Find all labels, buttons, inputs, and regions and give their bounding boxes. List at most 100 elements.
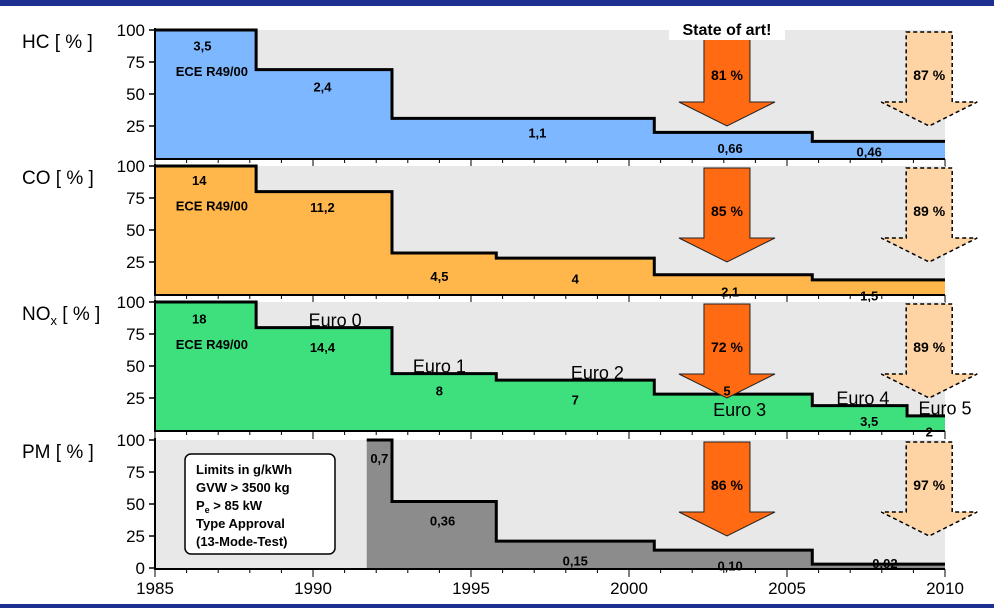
reduction-percent-label: 85 % [711, 203, 743, 219]
y-tick-label-co: 50 [126, 221, 145, 240]
legend-box-line: Limits in g/kWh [196, 462, 292, 477]
reduction-arrow-pm [880, 441, 978, 537]
legend-box-line: GVW > 3500 kg [196, 480, 290, 495]
limit-value-label: 14 [192, 173, 207, 188]
legend-p: P [196, 498, 205, 513]
limit-value-label: ECE R49/00 [176, 337, 248, 352]
y-tick-label-pm: 0 [136, 559, 145, 578]
y-tick-label-pm: 50 [126, 495, 145, 514]
step-area-nox [155, 302, 945, 430]
limit-value-label: 2,4 [313, 79, 332, 94]
x-tick-label: 2005 [768, 579, 806, 598]
reduction-percent-label: 89 % [913, 339, 945, 355]
y-tick-label-hc: 75 [126, 53, 145, 72]
limit-value-label: 11,2 [310, 200, 335, 215]
bottom-border-line [0, 604, 994, 608]
limit-value-label: 0,15 [563, 553, 588, 568]
panel-label-main: HC [22, 32, 49, 53]
step-outline-co [155, 164, 945, 282]
panel-label-main: PM [22, 442, 51, 463]
y-tick-label-nox: 50 [126, 357, 145, 376]
step-area-pm [366, 440, 946, 568]
legend-rest: > 85 kW [210, 498, 263, 513]
limit-value-label: 3,5 [860, 414, 878, 429]
panel-label-unit: [ % ] [51, 442, 94, 463]
y-tick-label-nox: 100 [117, 293, 145, 312]
step-outline-hc [155, 28, 945, 143]
y-tick-label-pm: 100 [117, 431, 145, 450]
legend-box-line: (13-Mode-Test) [196, 534, 287, 549]
reduction-arrow-nox [880, 303, 978, 399]
limit-value-label: ECE R49/00 [176, 199, 248, 214]
panel-label-unit: [ % ] [49, 32, 92, 53]
limit-value-label: 3,5 [193, 38, 211, 53]
limit-value-label: 0,7 [370, 451, 388, 466]
limit-value-label: 5 [723, 383, 730, 398]
euro-stage-label: Euro 5 [918, 399, 971, 419]
y-tick-label-nox: 25 [126, 389, 145, 408]
reduction-arrow-hc [880, 31, 978, 127]
limit-value-label: 8 [436, 383, 443, 398]
euro-stage-label: Euro 3 [713, 400, 766, 420]
state-of-art-background [668, 18, 785, 40]
panel-label-main: NO [22, 304, 51, 325]
reduction-arrow-nox [678, 303, 776, 399]
panel-label-subscript: x [51, 313, 58, 328]
reduction-percent-label: 97 % [913, 477, 945, 493]
reduction-arrow-co [678, 167, 776, 263]
x-tick-label: 1995 [452, 579, 490, 598]
legend-subscript-e: e [205, 505, 210, 515]
y-tick-label-hc: 50 [126, 85, 145, 104]
x-tick-label: 2010 [926, 579, 964, 598]
reduction-percent-label: 89 % [913, 203, 945, 219]
legend-box-line: Pe > 85 kW [196, 498, 263, 515]
limit-value-label: 0,46 [857, 145, 882, 160]
reduction-arrow-co [880, 167, 978, 263]
euro-stage-label: Euro 4 [836, 388, 889, 408]
panel-label-hc: HC [ % ] [22, 32, 93, 53]
y-tick-label-co: 25 [126, 253, 145, 272]
limits-legend-box [184, 453, 336, 555]
top-border-bar [0, 0, 994, 6]
reduction-percent-label: 72 % [711, 339, 743, 355]
limit-value-label: 18 [192, 312, 206, 327]
y-tick-label-pm: 75 [126, 463, 145, 482]
limit-value-label: 1,5 [860, 288, 878, 303]
limit-value-label: 0,02 [872, 556, 897, 571]
euro-stage-label: Euro 2 [571, 363, 624, 383]
limit-value-label: 0,66 [717, 141, 742, 156]
panel-label-unit: [ % ] [57, 304, 100, 325]
x-tick-label: 1985 [136, 579, 174, 598]
limit-value-label: 7 [572, 392, 579, 407]
y-tick-label-nox: 75 [126, 325, 145, 344]
limit-value-label: 2 [926, 424, 933, 439]
legend-box-line: Type Approval [196, 516, 285, 531]
limit-value-label: 0,10 [717, 558, 742, 573]
y-tick-label-hc: 25 [126, 117, 145, 136]
euro-stage-label: Euro 1 [413, 356, 466, 376]
y-tick-label-co: 75 [126, 189, 145, 208]
limit-value-label: ECE R49/00 [176, 64, 248, 79]
limit-value-label: 14,4 [310, 340, 336, 355]
y-tick-label-pm: 25 [126, 527, 145, 546]
reduction-percent-label: 87 % [913, 67, 945, 83]
step-area-co [155, 166, 945, 294]
reduction-percent-label: 86 % [711, 477, 743, 493]
panel-label-co: CO [ % ] [22, 168, 94, 189]
reduction-arrow-hc [678, 31, 776, 127]
y-tick-label-hc: 100 [117, 21, 145, 40]
y-tick-label-co: 100 [117, 157, 145, 176]
euro-stage-label: Euro 0 [309, 310, 362, 330]
reduction-arrow-pm [678, 441, 776, 537]
limit-value-label: 0,36 [430, 514, 455, 529]
limit-value-label: 1,1 [528, 125, 546, 140]
state-of-art-label: State of art! [683, 22, 772, 39]
x-tick-label: 2000 [610, 579, 648, 598]
limit-value-label: 2,1 [721, 284, 739, 299]
reduction-percent-label: 81 % [711, 67, 743, 83]
step-outline-nox [155, 300, 945, 418]
panel-label-pm: PM [ % ] [22, 442, 94, 463]
limit-value-label: 4,5 [430, 269, 448, 284]
